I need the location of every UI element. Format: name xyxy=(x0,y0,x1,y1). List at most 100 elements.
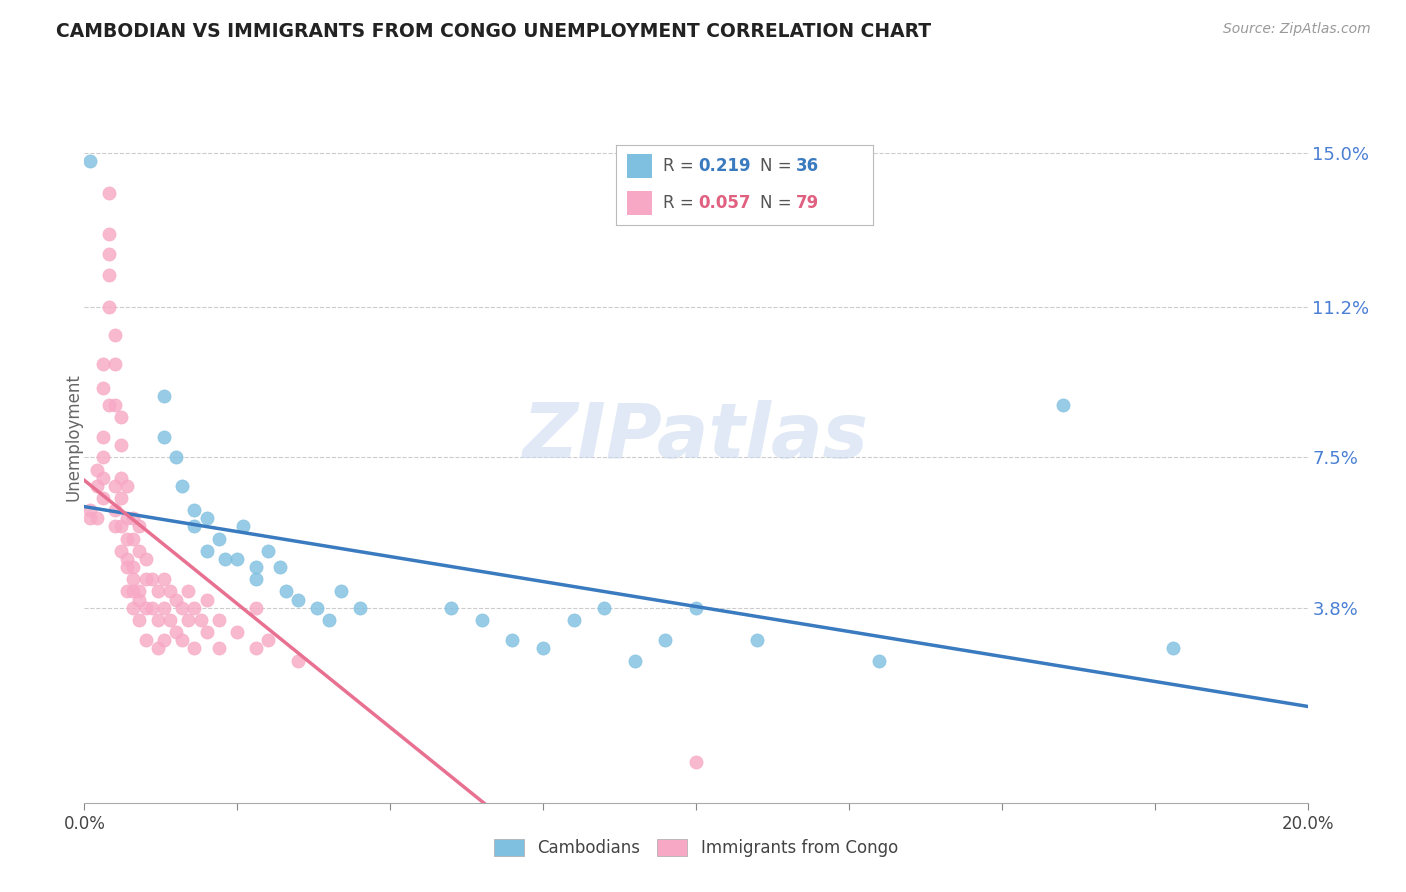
Text: ZIPatlas: ZIPatlas xyxy=(523,401,869,474)
Point xyxy=(110,519,132,533)
Point xyxy=(97,268,120,282)
Text: Source: ZipAtlas.com: Source: ZipAtlas.com xyxy=(1223,22,1371,37)
Point xyxy=(1052,398,1074,412)
Point xyxy=(91,471,114,485)
Point xyxy=(172,600,194,615)
Point xyxy=(654,633,676,648)
Point xyxy=(135,600,157,615)
Point xyxy=(208,613,231,627)
Point xyxy=(110,471,132,485)
Point xyxy=(97,300,120,314)
Point xyxy=(91,357,114,371)
Point xyxy=(153,389,176,403)
Point xyxy=(141,600,163,615)
Point xyxy=(104,479,127,493)
Point xyxy=(531,641,554,656)
Point xyxy=(349,600,371,615)
Point xyxy=(330,584,353,599)
Point xyxy=(195,544,218,558)
Point xyxy=(115,560,138,574)
Point xyxy=(104,519,127,533)
Point xyxy=(122,532,145,546)
Point xyxy=(79,153,101,168)
Point xyxy=(226,625,249,640)
Point xyxy=(128,592,150,607)
Point xyxy=(183,600,205,615)
Y-axis label: Unemployment: Unemployment xyxy=(65,373,82,501)
Point xyxy=(146,613,169,627)
Point xyxy=(869,654,891,668)
Point xyxy=(183,503,205,517)
Point xyxy=(190,613,212,627)
Point xyxy=(624,654,647,668)
Point xyxy=(245,572,267,586)
Point xyxy=(135,572,157,586)
Point xyxy=(226,552,249,566)
Point xyxy=(128,584,150,599)
Point xyxy=(245,600,267,615)
Point xyxy=(287,654,309,668)
Point xyxy=(115,479,138,493)
Point xyxy=(122,560,145,574)
Point xyxy=(97,398,120,412)
Point xyxy=(195,592,218,607)
Point xyxy=(214,552,236,566)
Point xyxy=(159,584,181,599)
Point xyxy=(104,328,127,343)
Point xyxy=(115,584,138,599)
Point xyxy=(153,572,176,586)
Point xyxy=(146,584,169,599)
Point xyxy=(172,479,194,493)
Point xyxy=(91,430,114,444)
Point xyxy=(245,641,267,656)
Point xyxy=(135,552,157,566)
Point xyxy=(269,560,291,574)
Point xyxy=(79,511,101,525)
Point xyxy=(122,572,145,586)
Point xyxy=(115,511,138,525)
Point xyxy=(165,625,187,640)
Point xyxy=(183,641,205,656)
Text: CAMBODIAN VS IMMIGRANTS FROM CONGO UNEMPLOYMENT CORRELATION CHART: CAMBODIAN VS IMMIGRANTS FROM CONGO UNEMP… xyxy=(56,22,931,41)
Point xyxy=(747,633,769,648)
Point xyxy=(440,600,463,615)
Point xyxy=(86,462,108,476)
Legend: Cambodians, Immigrants from Congo: Cambodians, Immigrants from Congo xyxy=(488,832,904,864)
Point xyxy=(110,544,132,558)
Point xyxy=(86,511,108,525)
Point xyxy=(115,532,138,546)
Point xyxy=(97,247,120,261)
Point xyxy=(195,511,218,525)
Point xyxy=(128,613,150,627)
Point xyxy=(91,381,114,395)
Point xyxy=(115,552,138,566)
Point xyxy=(128,519,150,533)
Point xyxy=(110,491,132,505)
Point xyxy=(110,438,132,452)
Point xyxy=(257,633,280,648)
Point xyxy=(685,600,707,615)
Point xyxy=(245,560,267,574)
Point xyxy=(97,227,120,241)
Point xyxy=(195,625,218,640)
Point xyxy=(177,584,200,599)
Point xyxy=(165,450,187,465)
Point xyxy=(153,430,176,444)
Point xyxy=(153,600,176,615)
Point xyxy=(208,641,231,656)
Point xyxy=(91,491,114,505)
Point xyxy=(257,544,280,558)
Point xyxy=(287,592,309,607)
Point xyxy=(159,613,181,627)
Point xyxy=(86,479,108,493)
Point xyxy=(318,613,340,627)
Point xyxy=(104,398,127,412)
Point xyxy=(305,600,328,615)
Point xyxy=(1161,641,1184,656)
Point xyxy=(104,503,127,517)
Point xyxy=(471,613,494,627)
Point xyxy=(122,584,145,599)
Point xyxy=(91,450,114,465)
Point xyxy=(165,592,187,607)
Point xyxy=(135,633,157,648)
